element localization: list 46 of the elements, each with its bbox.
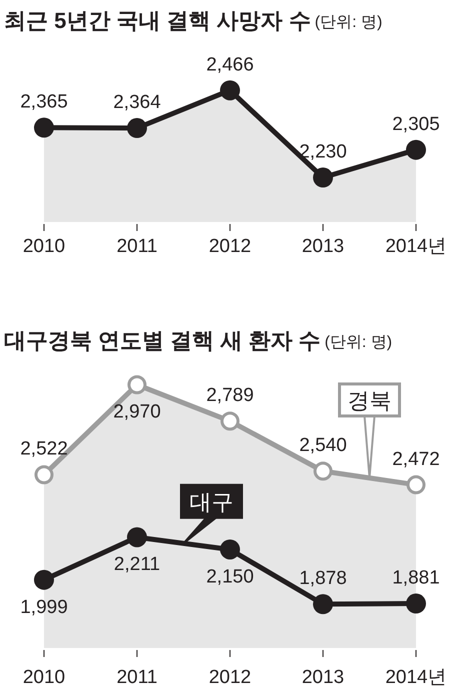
point	[128, 375, 146, 394]
x-tick-label: 2011	[116, 236, 158, 257]
data-label: 2,970	[113, 402, 161, 423]
x-tick-label: 2013	[302, 667, 344, 688]
data-label: 2,365	[20, 92, 68, 113]
data-label: 2,472	[392, 448, 440, 470]
point	[127, 527, 147, 548]
x-tick-label: 2010	[22, 667, 66, 688]
data-label: 2,540	[299, 435, 347, 456]
point	[406, 140, 426, 160]
x-tick-label: 2014년	[385, 236, 447, 257]
x-tick-label: 2011	[116, 667, 158, 688]
point	[314, 462, 332, 481]
data-label: 1,881	[392, 568, 440, 589]
chart-subtitle: (단위: 명)	[324, 334, 392, 351]
data-label: 2,789	[206, 385, 254, 406]
data-label: 2,466	[206, 54, 254, 76]
data-label: 2,522	[20, 438, 68, 460]
text: 경북	[348, 388, 392, 413]
point	[220, 80, 240, 100]
x-tick-label: 2012	[208, 667, 252, 688]
point	[220, 412, 240, 431]
data-label: 1,878	[299, 568, 347, 590]
x-tick-label: 2013	[302, 236, 344, 257]
data-label: 2,364	[113, 92, 162, 114]
x-tick-label: 2010	[22, 236, 66, 257]
point	[34, 570, 54, 590]
point	[127, 118, 147, 138]
chart-title: 최근 5년간 국내 결핵 사망자 수	[4, 8, 311, 33]
data-label: 1,999	[20, 596, 68, 618]
point	[313, 594, 333, 614]
chart-subtitle: (단위: 명)	[314, 14, 382, 31]
data-label: 2,230	[299, 142, 347, 163]
chart-title: 대구경북 연도별 결핵 새 환자 수	[4, 328, 321, 353]
x-tick-label: 2012	[208, 236, 252, 257]
data-label: 2,305	[392, 114, 440, 135]
x-tick-label: 2014년	[385, 667, 447, 688]
point	[34, 465, 54, 484]
series-label: 대구	[190, 489, 234, 514]
point	[406, 594, 426, 614]
data-label: 2,150	[206, 566, 254, 588]
point	[406, 475, 426, 494]
point	[34, 118, 54, 138]
data-label: 2,211	[114, 554, 160, 576]
point	[313, 168, 333, 188]
point	[220, 539, 240, 560]
